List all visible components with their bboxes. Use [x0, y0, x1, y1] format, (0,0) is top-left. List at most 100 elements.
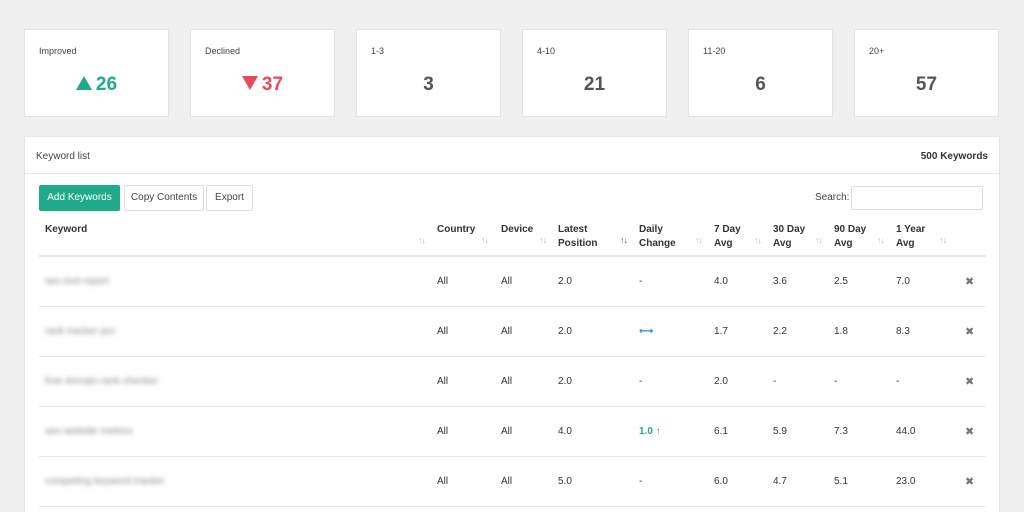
7-day-avg-cell: 6.1 [714, 426, 728, 437]
stat-label: Declined [205, 46, 241, 56]
1-year-avg-cell: 7.0 [896, 276, 910, 287]
column-label: Change [639, 238, 676, 249]
daily-change-cell: 1.0 ↑ [639, 426, 661, 437]
latest-position-cell: 2.0 [558, 276, 572, 287]
sort-arrows-icon[interactable]: ↑↓ [695, 235, 703, 245]
country-cell: All [437, 376, 449, 387]
column-label: Avg [834, 238, 853, 249]
sort-arrows-icon[interactable]: ↑↓ [418, 235, 426, 245]
stat-card-20-plus: 20+ 57 [854, 29, 999, 117]
sort-arrows-icon[interactable]: ↑↓ [620, 235, 628, 245]
device-cell: All [501, 326, 513, 337]
column-header-90-day-avg[interactable]: 90 Day Avg [834, 223, 866, 251]
column-label: Position [558, 238, 598, 249]
table-header-divider [39, 255, 986, 257]
keyword-cell[interactable]: seo tool report [45, 276, 109, 287]
1-year-avg-cell: 23.0 [896, 476, 916, 487]
sort-arrows-icon[interactable]: ↑↓ [815, 235, 823, 245]
table-row: seo website metrics All All 4.0 1.0 ↑ 6.… [39, 407, 986, 457]
column-header-country[interactable]: Country [437, 223, 475, 237]
device-cell: All [501, 276, 513, 287]
close-icon[interactable]: ✖ [965, 276, 975, 288]
search-input[interactable] [851, 186, 983, 210]
keyword-count: 500 Keywords [920, 151, 988, 162]
latest-position-cell: 2.0 [558, 376, 572, 387]
close-icon[interactable]: ✖ [965, 376, 975, 388]
sort-arrows-icon[interactable]: ↑↓ [539, 235, 547, 245]
30-day-avg-cell: - [773, 376, 777, 387]
column-header-1-year-avg[interactable]: 1 Year Avg [896, 223, 925, 251]
stat-card-1-3: 1-3 3 [356, 29, 501, 117]
column-header-keyword[interactable]: Keyword [45, 223, 87, 237]
keyword-cell[interactable]: rank tracker pro [45, 326, 116, 337]
latest-position-cell: 4.0 [558, 426, 572, 437]
column-header-daily-change[interactable]: Daily Change [639, 223, 676, 251]
table-row: seo tool report All All 2.0 - 4.0 3.6 2.… [39, 257, 986, 307]
triangle-down-icon [241, 75, 258, 90]
stat-number: 21 [583, 74, 606, 95]
sort-arrows-icon[interactable]: ↑↓ [754, 235, 762, 245]
1-year-avg-cell: 8.3 [896, 326, 910, 337]
stat-card-improved: Improved 26 [24, 29, 169, 117]
stat-number: 3 [423, 74, 434, 95]
stat-label: 11-20 [703, 46, 726, 56]
stat-label: Improved [39, 46, 77, 56]
column-label: 30 Day [773, 224, 806, 235]
daily-change-cell: ⟷ [639, 326, 654, 337]
keyword-cell[interactable]: free domain rank checker [45, 376, 158, 387]
30-day-avg-cell: 5.9 [773, 426, 787, 437]
triangle-up-icon [75, 75, 92, 90]
copy-contents-button[interactable]: Copy Contents [124, 185, 204, 211]
column-label: Country [437, 224, 476, 235]
country-cell: All [437, 426, 449, 437]
column-header-device[interactable]: Device [501, 223, 533, 237]
column-label: 7 Day [714, 224, 741, 235]
column-label: Latest [558, 224, 588, 235]
country-cell: All [437, 476, 449, 487]
7-day-avg-cell: 6.0 [714, 476, 728, 487]
close-icon[interactable]: ✖ [965, 476, 975, 488]
panel-header: Keyword list 500 Keywords [25, 137, 999, 174]
daily-change-cell: - [639, 476, 643, 487]
stat-number: 57 [915, 74, 938, 95]
stats-bar: Improved 26 Declined 37 1-3 3 4-10 21 11… [24, 29, 1000, 117]
column-label: Avg [896, 238, 915, 249]
90-day-avg-cell: - [834, 376, 838, 387]
sort-arrows-icon[interactable]: ↑↓ [877, 235, 885, 245]
table-row: competing keyword tracker All All 5.0 - … [39, 457, 986, 507]
close-icon[interactable]: ✖ [965, 426, 975, 438]
add-keywords-button[interactable]: Add Keywords [39, 185, 120, 211]
device-cell: All [501, 426, 513, 437]
close-icon[interactable]: ✖ [965, 326, 975, 338]
stat-card-4-10: 4-10 21 [522, 29, 667, 117]
90-day-avg-cell: 5.1 [834, 476, 848, 487]
column-label: Keyword [45, 224, 88, 235]
device-cell: All [501, 376, 513, 387]
30-day-avg-cell: 2.2 [773, 326, 787, 337]
export-button[interactable]: Export [206, 185, 253, 211]
7-day-avg-cell: 1.7 [714, 326, 728, 337]
column-header-7-day-avg[interactable]: 7 Day Avg [714, 223, 741, 251]
column-header-30-day-avg[interactable]: 30 Day Avg [773, 223, 805, 251]
stat-number: 6 [755, 74, 766, 95]
stat-label: 20+ [869, 46, 885, 56]
90-day-avg-cell: 2.5 [834, 276, 848, 287]
keyword-cell[interactable]: seo website metrics [45, 426, 133, 437]
table-row: rank tracker pro All All 2.0 ⟷ 1.7 2.2 1… [39, 307, 986, 357]
column-label: Avg [714, 238, 733, 249]
stat-label: 4-10 [537, 46, 556, 56]
latest-position-cell: 2.0 [558, 326, 572, 337]
stat-label: 1-3 [371, 46, 385, 56]
country-cell: All [437, 276, 449, 287]
keyword-list-panel: Keyword list 500 Keywords Add Keywords C… [24, 136, 1000, 512]
sort-arrows-icon[interactable]: ↑↓ [481, 235, 489, 245]
keyword-cell[interactable]: competing keyword tracker [45, 476, 165, 487]
column-header-latest-position[interactable]: Latest Position [558, 223, 597, 251]
stat-number: 26 [95, 74, 118, 95]
country-cell: All [437, 326, 449, 337]
table-row: free domain rank checker All All 2.0 - 2… [39, 357, 986, 407]
sort-arrows-icon[interactable]: ↑↓ [939, 235, 947, 245]
1-year-avg-cell: - [896, 376, 900, 387]
daily-change-cell: - [639, 376, 643, 387]
column-label: 1 Year [896, 224, 926, 235]
